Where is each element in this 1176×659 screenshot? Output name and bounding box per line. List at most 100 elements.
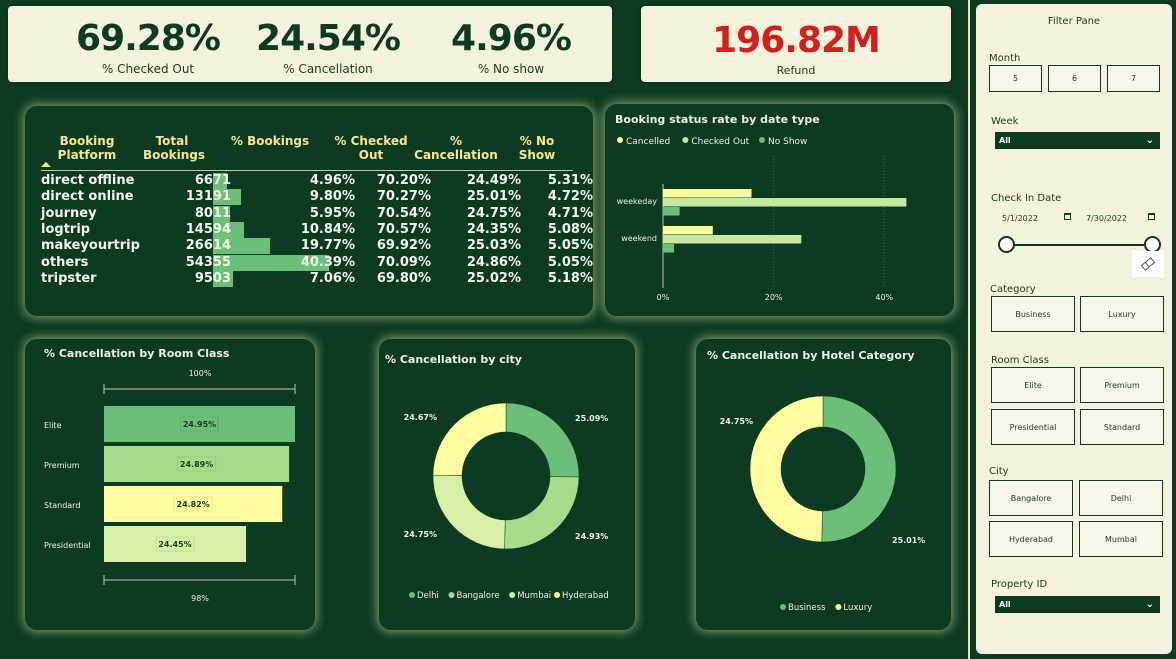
checked-out-label: % Checked Out	[101, 62, 195, 76]
date-slider-start-handle[interactable]	[998, 236, 1015, 253]
table-cell: 70.57%	[376, 221, 431, 237]
legend-label: No Show	[768, 137, 807, 147]
no-show-label: % No show	[477, 62, 545, 76]
table-cell: 70.27%	[376, 189, 431, 205]
filter-pane: Filter Pane Month 5 6 7 Week All ⌄ Check…	[976, 4, 1172, 654]
donut-slice-business	[821, 395, 897, 543]
city-button-bangalore[interactable]: Bangalore	[989, 480, 1073, 516]
table-cell-platform: tripster	[41, 270, 97, 286]
donut-slice-delhi	[505, 402, 580, 478]
data-label-bg	[155, 536, 195, 552]
sort-ascending-icon[interactable]	[41, 162, 51, 167]
roomclass-button-standard[interactable]: Standard	[1080, 409, 1164, 445]
room-class-label: Premium	[44, 461, 80, 470]
checkin-label: Check In Date	[991, 193, 1062, 204]
pane-divider	[968, 0, 970, 659]
x-tick-label: 0%	[657, 293, 670, 302]
hotel-category-chart-title: % Cancellation by Hotel Category	[707, 349, 915, 362]
legend-marker	[759, 137, 765, 143]
month-label: Month	[989, 53, 1021, 64]
table-cell: 24.86%	[466, 254, 521, 270]
slice-value-label: 25.09%	[575, 414, 608, 423]
table-cell: 70.20%	[376, 173, 431, 188]
eraser-icon[interactable]	[1132, 251, 1164, 277]
table-cell: 9503	[194, 270, 231, 286]
date-end-field[interactable]: 7/30/2022	[1086, 214, 1127, 223]
pct-bookings-bar	[213, 205, 231, 222]
table-cell: 5.05%	[547, 238, 593, 254]
refund-value: 196.82M	[712, 20, 881, 61]
table-cell: 70.09%	[376, 254, 431, 270]
data-label: 24.45%	[158, 540, 191, 549]
city-button-delhi[interactable]: Delhi	[1079, 480, 1163, 516]
table-cell: 19.77%	[300, 238, 355, 254]
roomclass-button-elite[interactable]: Elite	[991, 367, 1075, 403]
city-button-mumbai[interactable]: Mumbai	[1079, 521, 1163, 557]
table-cell: 5.05%	[547, 254, 593, 270]
table-cell: 40.39%	[300, 254, 355, 270]
table-cell: 14594	[185, 221, 231, 237]
table-cell: 10.84%	[300, 221, 355, 237]
property-id-label: Property ID	[991, 579, 1048, 590]
refund-label: Refund	[776, 64, 816, 77]
city-donut-chart: 25.09% 24.93% 24.75% 24.67% Delhi Bangalore Mu…	[404, 402, 609, 601]
roomclass-button-premium[interactable]: Premium	[1080, 367, 1164, 403]
legend-label: Checked Out	[691, 137, 749, 147]
table-cell-platform: others	[41, 254, 89, 270]
table-cell: 8011	[194, 205, 231, 221]
legend-label: Luxury	[843, 603, 872, 613]
col-header-pct-bookings[interactable]: % Bookings	[230, 134, 310, 148]
table-cell: 5.08%	[547, 221, 593, 237]
calendar-icon[interactable]	[1064, 213, 1071, 220]
month-button-5[interactable]: 5	[989, 65, 1042, 92]
month-button-6[interactable]: 6	[1048, 65, 1101, 92]
table-cell-platform: direct online	[41, 189, 134, 205]
city-button-hyderabad[interactable]: Hyderabad	[989, 521, 1073, 557]
table-cell: 69.92%	[376, 238, 431, 254]
table-cell: 25.01%	[466, 189, 521, 205]
property-id-dropdown[interactable]: All ⌄	[995, 596, 1160, 613]
week-dropdown[interactable]: All ⌄	[995, 132, 1160, 149]
data-label: 24.89%	[180, 460, 213, 469]
booking-status-chart-panel: Booking status rate by date type Cancell…	[605, 104, 954, 316]
table-cell: 24.49%	[466, 173, 521, 188]
bar-checked-out	[663, 198, 907, 207]
category-button-luxury[interactable]: Luxury	[1080, 296, 1164, 332]
room-class-chart-panel: % Cancellation by Room Class 100% Elite 24…	[25, 339, 315, 630]
table-cell-platform: journey	[41, 205, 97, 221]
no-show-value: 4.96%	[451, 18, 572, 59]
category-label: weekeday	[617, 197, 658, 206]
category-label: weekend	[621, 234, 657, 243]
table-cell-platform: direct offline	[41, 173, 135, 188]
date-start-field[interactable]: 5/1/2022	[1002, 214, 1038, 223]
legend-label: Cancelled	[626, 137, 670, 147]
table-cell: 54355	[185, 254, 231, 270]
table-cell-platform: makeyourtrip	[41, 238, 140, 254]
col-header-checked-out[interactable]: % Checked Out	[334, 134, 408, 162]
data-label: 24.82%	[176, 500, 209, 509]
table-cell: 70.54%	[376, 205, 431, 221]
col-header-no-show[interactable]: % No Show	[518, 134, 556, 162]
slice-value-label: 24.67%	[404, 413, 437, 422]
calendar-icon[interactable]	[1148, 213, 1155, 220]
booking-platform-table: Booking Platform Total Bookings % Bookin…	[25, 106, 593, 316]
filter-pane-title: Filter Pane	[1047, 16, 1101, 27]
table-cell: 13191	[185, 189, 231, 205]
checked-out-value: 69.28%	[76, 18, 221, 59]
category-button-business[interactable]: Business	[991, 296, 1075, 332]
roomclass-button-presidential[interactable]: Presidential	[991, 409, 1075, 445]
date-slider-track[interactable]	[1007, 244, 1153, 246]
bar-cancelled	[663, 189, 752, 198]
month-button-7[interactable]: 7	[1107, 65, 1160, 92]
pct-bookings-bar	[213, 270, 234, 287]
city-chart-title: % Cancellation by city	[385, 353, 522, 366]
col-header-cancellation[interactable]: % Cancellation	[414, 134, 498, 162]
col-header-platform[interactable]: Booking Platform	[57, 134, 117, 162]
table-body: direct offline 6671 4.96% 70.20% 24.49% 5.31%…	[41, 173, 593, 293]
col-header-total[interactable]: Total Bookings	[143, 134, 206, 162]
chevron-down-icon: ⌄	[1145, 599, 1154, 610]
data-label-bg	[177, 456, 217, 472]
bar-no-show	[663, 244, 675, 253]
property-id-value: All	[999, 600, 1011, 609]
table-cell: 69.80%	[376, 270, 431, 286]
